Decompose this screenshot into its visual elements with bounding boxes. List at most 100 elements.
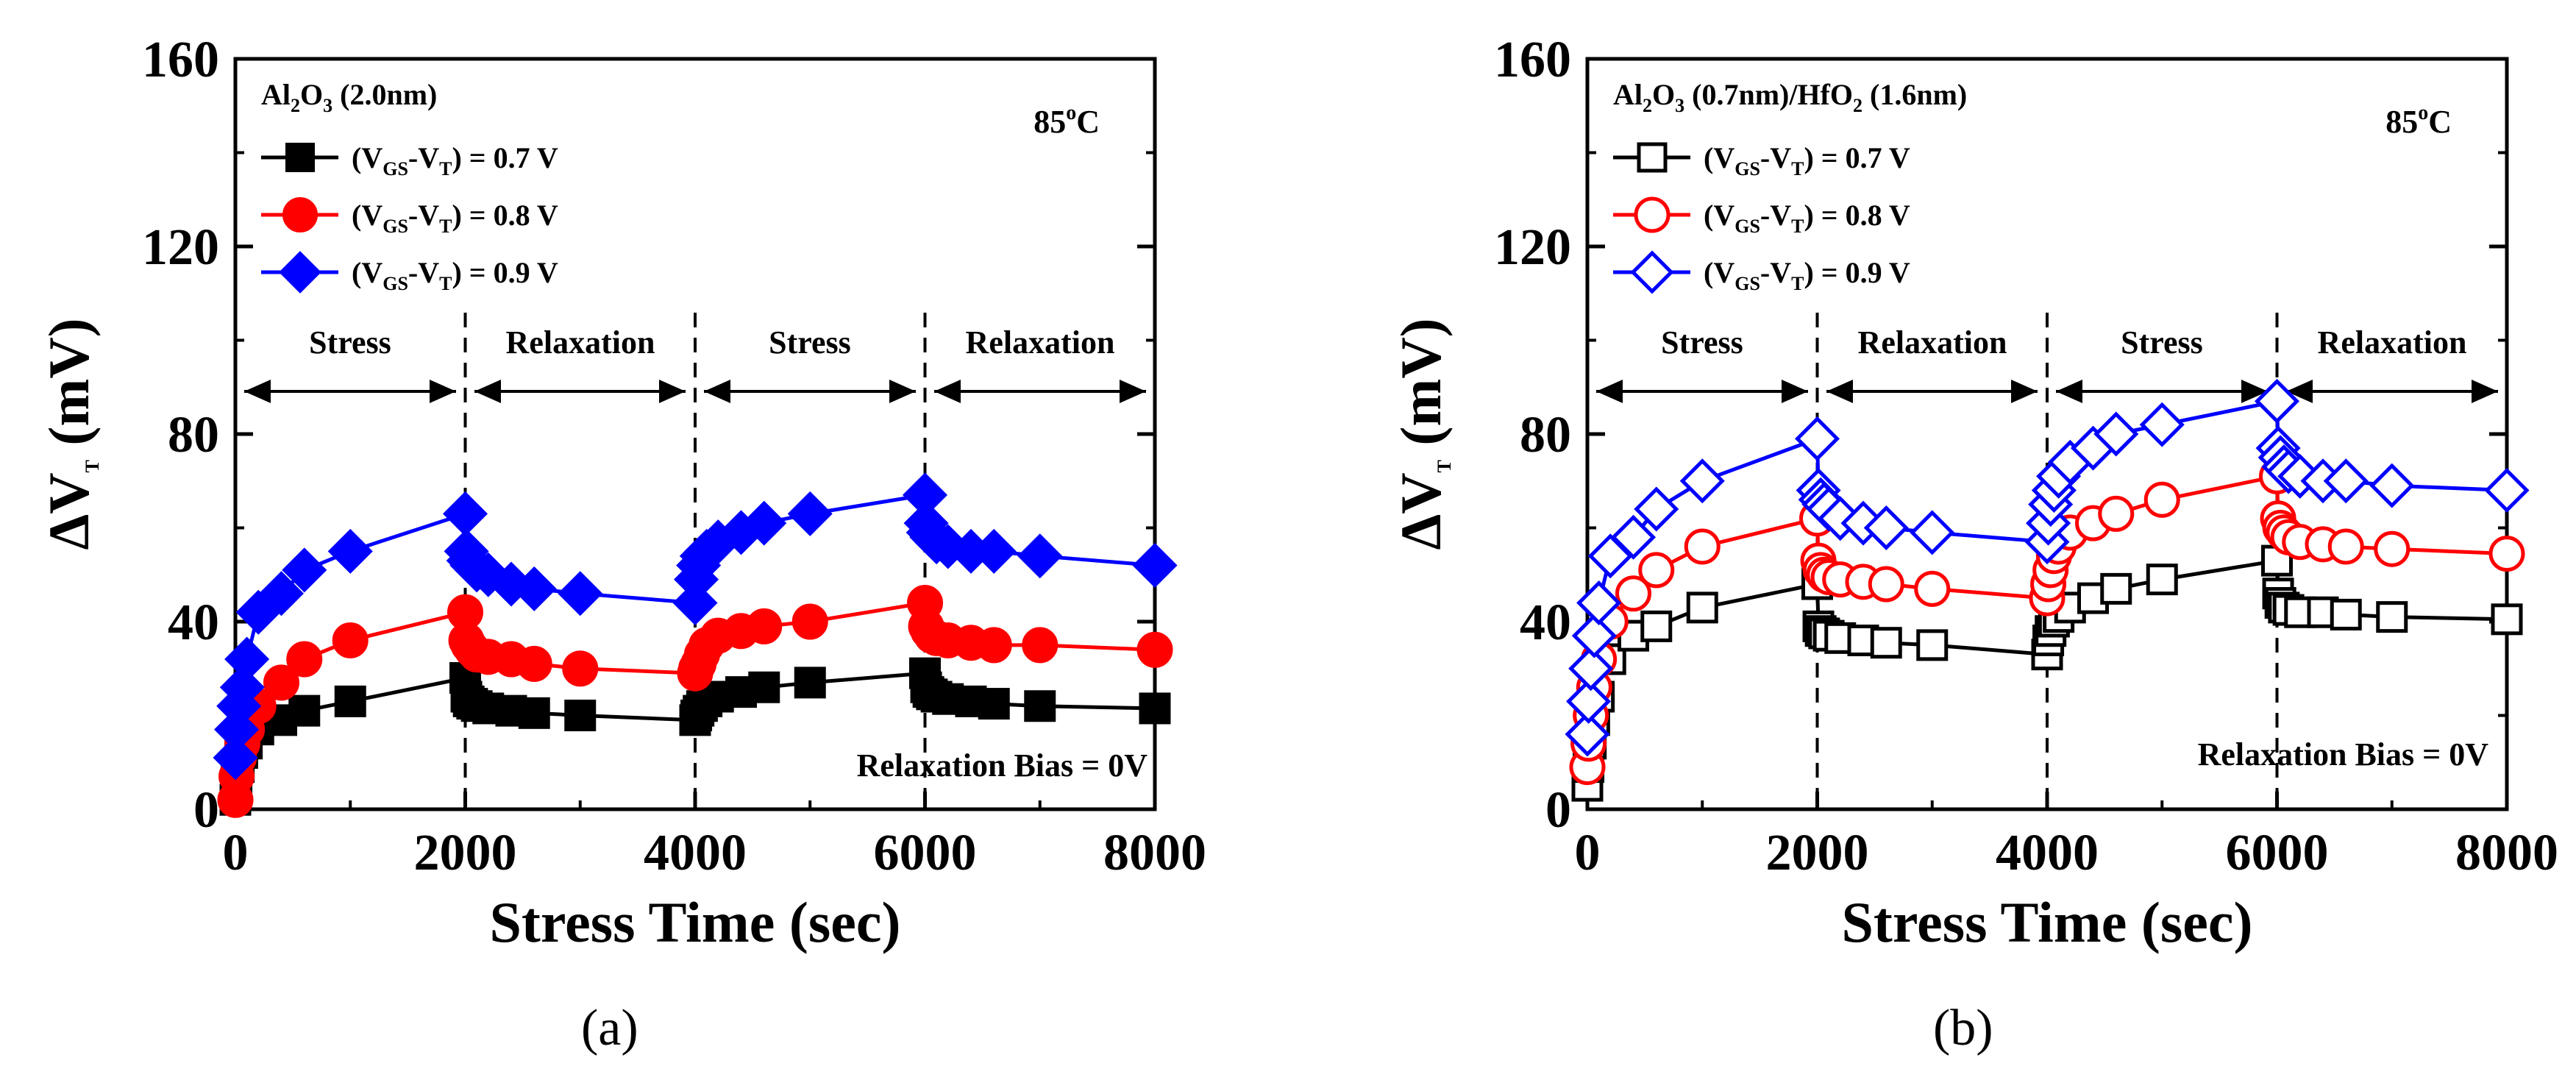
y-tick-label: 40 (1520, 594, 1571, 651)
data-point-diamond (511, 566, 557, 611)
legend: (VGS-VT) = 0.7 V (VGS-VT) = 0.8 V (VGS-V… (261, 141, 558, 294)
y-tick-label: 0 (193, 782, 219, 839)
data-point-square (1640, 610, 1673, 642)
data-point-square (2330, 598, 2362, 630)
y-axis-title: ΔVT (mV) (37, 318, 103, 550)
panel-b: 0 2000 4000 6000 8000 0 40 80 120 160 St… (1389, 32, 2558, 1056)
device-label: Al2O3 (2.0nm) (261, 78, 437, 116)
legend-diamond-marker (279, 251, 321, 294)
data-point-diamond (442, 491, 488, 536)
data-point-diamond (2484, 467, 2530, 514)
data-point-circle (1684, 528, 1721, 565)
legend: (VGS-VT) = 0.7 V (VGS-VT) = 0.8 V (VGS-V… (1613, 141, 1910, 294)
legend-label-08: (VGS-VT) = 0.8 V (352, 199, 558, 237)
data-point-diamond (1565, 711, 1610, 757)
legend-diamond-marker (1630, 250, 1674, 294)
x-tick-label: 8000 (2455, 825, 2558, 881)
data-point-square (518, 697, 550, 729)
data-point-circle (263, 664, 299, 701)
data-point-square (2100, 572, 2132, 605)
data-point-circle (2143, 481, 2180, 518)
data-point-circle (562, 650, 599, 687)
data-point-diamond (224, 636, 270, 682)
phase-label: Relaxation (966, 324, 1115, 360)
data-point-square (1870, 627, 1902, 659)
data-point-diamond (1610, 514, 1657, 560)
data-point-diamond (741, 500, 787, 546)
data-point-diamond (2254, 378, 2300, 424)
data-point-circle (1136, 631, 1173, 668)
temperature-label: 85oC (2385, 102, 2452, 140)
x-tick-label: 6000 (874, 825, 977, 881)
series-2 (213, 472, 1178, 781)
data-point-circle (286, 641, 323, 678)
data-point-square (334, 685, 366, 717)
y-tick-label: 160 (142, 32, 219, 88)
temperature-label: 85oC (1033, 102, 1100, 140)
data-point-square (2146, 564, 2178, 596)
y-tick-label: 0 (1545, 782, 1571, 839)
legend-label-08: (VGS-VT) = 0.8 V (1704, 199, 1910, 237)
data-point-diamond (1568, 646, 1614, 692)
data-point-circle (2374, 530, 2410, 567)
data-point-diamond (2323, 458, 2369, 504)
bias-note: Relaxation Bias = 0V (857, 747, 1148, 783)
data-point-diamond (1634, 486, 1679, 532)
x-tick-label: 0 (223, 825, 249, 881)
x-tick-label: 2000 (1766, 825, 1869, 881)
legend-label-07: (VGS-VT) = 0.7 V (1704, 141, 1910, 180)
data-point-diamond (1132, 542, 1178, 589)
series-0 (219, 657, 1171, 816)
data-point-square (564, 700, 597, 731)
y-tick-label: 160 (1494, 32, 1571, 88)
legend-square-marker (285, 143, 315, 172)
data-point-circle (1914, 570, 1951, 607)
legend-circle-marker (1634, 196, 1671, 233)
data-point-square (288, 694, 321, 727)
data-point-circle (791, 603, 828, 640)
data-point-diamond (1017, 533, 1063, 579)
data-point-square (1139, 692, 1171, 725)
bias-note: Relaxation Bias = 0V (2198, 736, 2489, 772)
legend-circle-marker (282, 197, 318, 232)
data-point-diamond (2093, 411, 2139, 457)
phase-label: Stress (769, 324, 851, 360)
data-point-circle (516, 645, 552, 682)
data-point-circle (1868, 566, 1904, 603)
data-point-square (1686, 591, 1718, 624)
x-tick-label: 4000 (644, 825, 747, 881)
data-point-square (794, 667, 826, 699)
phase-label: Stress (309, 324, 391, 360)
x-axis-title: Stress Time (sec) (1842, 890, 2253, 954)
panel-caption: (a) (581, 1000, 638, 1056)
x-tick-label: 6000 (2226, 825, 2329, 881)
x-tick-label: 2000 (414, 825, 517, 881)
data-point-diamond (282, 547, 327, 593)
data-point-circle (1615, 575, 1651, 612)
y-tick-label: 80 (1520, 407, 1571, 463)
data-point-circle (2327, 528, 2364, 565)
phase-label: Stress (2121, 324, 2203, 360)
data-point-square (1024, 690, 1056, 722)
data-point-diamond (1566, 678, 1612, 724)
panel-a: 0 2000 4000 6000 8000 0 40 80 120 160 St… (37, 32, 1206, 1056)
y-tick-label: 120 (1494, 219, 1571, 276)
y-tick-label: 40 (168, 594, 219, 651)
legend-label-07: (VGS-VT) = 0.7 V (352, 141, 558, 180)
data-point-diamond (1679, 458, 1725, 504)
data-point-diamond (219, 664, 265, 710)
phase-label: Relaxation (1858, 324, 2007, 360)
data-layer (1565, 378, 2530, 802)
y-axis-title: ΔVT (mV) (1389, 318, 1455, 550)
panel-caption: (b) (1933, 1000, 1993, 1056)
y-tick-label: 120 (142, 219, 219, 276)
data-point-circle (975, 627, 1012, 664)
data-point-diamond (1863, 505, 1909, 551)
data-point-diamond (1794, 416, 1840, 461)
data-point-diamond (787, 491, 833, 536)
data-point-diamond (258, 571, 305, 616)
data-point-square (2376, 601, 2408, 633)
device-label: Al2O3 (0.7nm)/HfO2 (1.6nm) (1613, 78, 1967, 116)
axis-ticks (1585, 57, 2509, 811)
phase-label: Relaxation (506, 324, 655, 360)
